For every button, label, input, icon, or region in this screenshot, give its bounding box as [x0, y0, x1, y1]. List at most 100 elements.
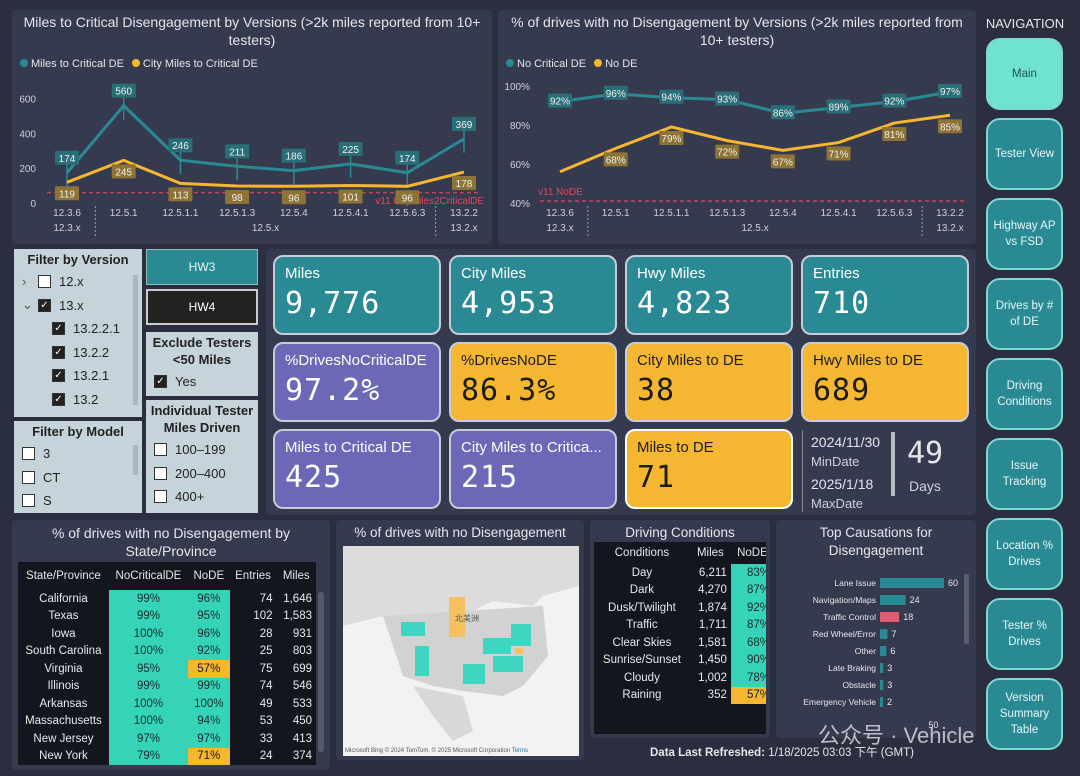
col-no-critical-de[interactable]: NoCriticalDE: [115, 570, 182, 582]
hw3-button[interactable]: HW3: [146, 249, 258, 285]
col-entries[interactable]: Entries: [235, 570, 271, 582]
version-option-13-2-2-1[interactable]: ✓ 13.2.2.1: [14, 317, 142, 341]
chart2-title: % of drives with no Disengagement by Ver…: [511, 14, 963, 48]
version-option-13-2-1[interactable]: ✓ 13.2.1: [14, 364, 142, 388]
table-row[interactable]: Arkansas 100% 100% 49 533: [18, 695, 316, 713]
version-option-13-2-2[interactable]: ✓ 13.2.2: [14, 341, 142, 365]
table-cell: Cloudy: [624, 671, 660, 684]
card-miles-to-de[interactable]: Miles to DE 71: [625, 429, 793, 509]
legend-no-critical-de[interactable]: No Critical DE: [506, 58, 586, 70]
model-option-3[interactable]: 3: [14, 442, 142, 466]
table-row[interactable]: South Carolina 100% 92% 25 803: [18, 642, 316, 660]
chart2-svg[interactable]: 100% 80% 60% 40% v11 NoDE 92% 96% 94% 93% 86% 89% 9…: [498, 10, 976, 244]
table-row[interactable]: California 99% 96% 74 1,646: [18, 590, 316, 608]
causations-chart[interactable]: Lane Issue 60 Navigation/Maps 24 Traffic Con…: [776, 560, 976, 740]
nav-tester-view[interactable]: Tester View: [986, 118, 1063, 190]
checkbox[interactable]: [154, 443, 167, 457]
version-option-13x[interactable]: ⌄ ✓ 13.x: [22, 297, 84, 313]
table-row[interactable]: New Jersey 97% 97% 33 413: [18, 730, 316, 748]
nav-driving-conditions[interactable]: Driving Conditions: [986, 358, 1063, 430]
nav-location-drives[interactable]: Location % Drives: [986, 518, 1063, 590]
nav-drives-by-de[interactable]: Drives by # of DE: [986, 278, 1063, 350]
table-cell: 87%: [730, 581, 766, 599]
checkbox-checked[interactable]: ✓: [52, 345, 65, 359]
state-table-scrollbar[interactable]: [318, 592, 324, 752]
col-no-de[interactable]: NoDE: [193, 570, 225, 582]
nav-tester-drives[interactable]: Tester % Drives: [986, 598, 1063, 670]
col-miles[interactable]: Miles: [282, 570, 310, 582]
conditions-body: Day6,21183%Dark4,27087%Dusk/Twilight1,87…: [594, 564, 766, 704]
x-group-label: 12.5.x: [741, 223, 768, 234]
card-hwy-miles-to-de[interactable]: Hwy Miles to DE 689: [801, 342, 969, 422]
x-tick-label: 12.5.1.1: [653, 208, 690, 219]
nav-highway-ap-vs-fsd[interactable]: Highway AP vs FSD: [986, 198, 1063, 270]
card-drives-no-critical-de[interactable]: %DrivesNoCriticalDE 97.2%: [273, 342, 441, 422]
model-option-s[interactable]: S: [14, 489, 142, 513]
table-row[interactable]: Massachusetts 100% 94% 53 450: [18, 712, 316, 730]
model-filter-scrollbar[interactable]: [133, 445, 138, 475]
card-city-miles-to-de[interactable]: City Miles to DE 38: [625, 342, 793, 422]
version-option-13-2[interactable]: ✓ 13.2: [14, 388, 142, 412]
tester-range-100-199[interactable]: 100–199: [146, 438, 258, 462]
checkbox-checked[interactable]: ✓: [154, 375, 167, 389]
min-date-label: MinDate: [811, 454, 860, 469]
card-city-miles[interactable]: City Miles 4,953: [449, 255, 617, 335]
checkbox[interactable]: [22, 447, 35, 461]
tester-range-400-plus[interactable]: 400+: [146, 485, 258, 509]
table-row[interactable]: Virginia 95% 57% 75 699: [18, 660, 316, 678]
checkbox[interactable]: [38, 275, 51, 289]
nav-main[interactable]: Main: [986, 38, 1063, 110]
data-label-box: [452, 176, 476, 191]
col-conditions[interactable]: Conditions: [614, 547, 670, 559]
card-miles-to-critical-de[interactable]: Miles to Critical DE 425: [273, 429, 441, 509]
checkbox-checked[interactable]: ✓: [52, 322, 65, 336]
checkbox[interactable]: [22, 470, 35, 484]
table-cell: 95%: [108, 660, 189, 678]
model-option-ct[interactable]: CT: [14, 466, 142, 490]
card-drives-no-de[interactable]: %DrivesNoDE 86.3%: [449, 342, 617, 422]
legend-miles-critical[interactable]: Miles to Critical DE: [20, 58, 124, 70]
table-row[interactable]: Iowa 100% 96% 28 931: [18, 625, 316, 643]
exclude-yes-option[interactable]: ✓ Yes: [146, 370, 258, 394]
table-cell: 75: [259, 662, 273, 675]
card-hwy-miles[interactable]: Hwy Miles 4,823: [625, 255, 793, 335]
checkbox[interactable]: [154, 490, 167, 504]
checkbox[interactable]: [154, 466, 167, 480]
checkbox-checked[interactable]: ✓: [52, 369, 65, 383]
region-alberta: [449, 597, 465, 637]
checkbox[interactable]: [22, 494, 35, 508]
col-state[interactable]: State/Province: [26, 570, 101, 582]
chart1-svg[interactable]: 600 400 200 0 v11 CityMiles2CriticalDE 174 560…: [12, 10, 492, 244]
checkbox-checked[interactable]: ✓: [52, 392, 65, 406]
legend-city-miles-critical[interactable]: City Miles to Critical DE: [131, 58, 258, 70]
tester-range-200-400[interactable]: 200–400: [146, 462, 258, 486]
nav-version-summary[interactable]: Version Summary Table: [986, 678, 1063, 750]
version-filter-scrollbar[interactable]: [133, 275, 138, 405]
hw4-button[interactable]: HW4: [146, 289, 258, 325]
table-row[interactable]: Texas 99% 95% 102 1,583: [18, 607, 316, 625]
legend-no-de[interactable]: No DE: [594, 58, 637, 70]
col-cond-node[interactable]: NoDE: [737, 547, 766, 559]
map-view[interactable]: 北美洲 Microsoft Bing © 2024 TomTom, © 2025…: [343, 546, 579, 756]
table-cell: 24: [259, 750, 273, 763]
table-row[interactable]: New York 79% 71% 24 374: [18, 747, 316, 765]
checkbox-checked[interactable]: ✓: [38, 298, 51, 312]
region-northeast: [511, 624, 531, 646]
table-row[interactable]: Illinois 99% 99% 74 546: [18, 677, 316, 695]
card-miles[interactable]: Miles 9,776: [273, 255, 441, 335]
y-tick-label: 200: [19, 164, 36, 175]
version-option-12x[interactable]: › 12.x: [22, 274, 84, 290]
data-label-box: [452, 116, 476, 131]
card-city-miles-to-critical[interactable]: City Miles to Critica... 215: [449, 429, 617, 509]
card-entries[interactable]: Entries 710: [801, 255, 969, 335]
nav-issue-tracking[interactable]: Issue Tracking: [986, 438, 1063, 510]
col-cond-miles[interactable]: Miles: [696, 547, 724, 559]
